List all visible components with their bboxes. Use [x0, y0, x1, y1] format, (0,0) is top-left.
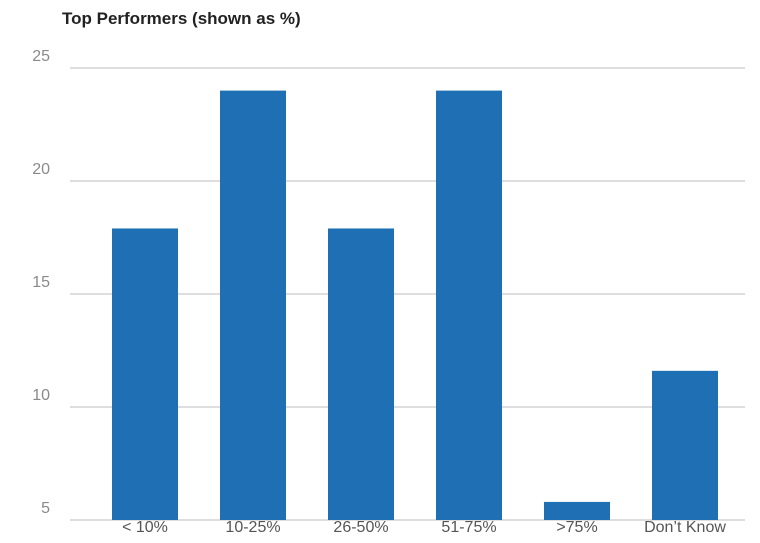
- bar: [544, 501, 610, 520]
- bar: [436, 90, 502, 520]
- y-tick-label: 20: [32, 161, 50, 178]
- x-tick-label: < 10%: [122, 519, 168, 536]
- x-tick-label: Don’t Know: [644, 519, 726, 536]
- y-tick-label: 25: [32, 48, 50, 65]
- x-axis-labels: < 10% 10-25% 26-50% 51-75% >75% Don’t Know: [122, 519, 726, 536]
- bar: [112, 228, 178, 520]
- x-tick-label: 51-75%: [441, 519, 496, 536]
- x-tick-label: >75%: [556, 519, 597, 536]
- x-tick-label: 10-25%: [225, 519, 280, 536]
- gridlines: [70, 67, 745, 521]
- bar: [328, 228, 394, 520]
- y-axis-ticks: 5 10 15 20 25: [32, 48, 50, 517]
- bar: [220, 90, 286, 520]
- y-tick-label: 10: [32, 387, 50, 404]
- x-tick-label: 26-50%: [333, 519, 388, 536]
- bar: [652, 370, 718, 520]
- y-tick-label: 5: [41, 500, 50, 517]
- bars: [112, 90, 718, 520]
- chart-title: Top Performers (shown as %): [62, 9, 301, 28]
- y-tick-label: 15: [32, 274, 50, 291]
